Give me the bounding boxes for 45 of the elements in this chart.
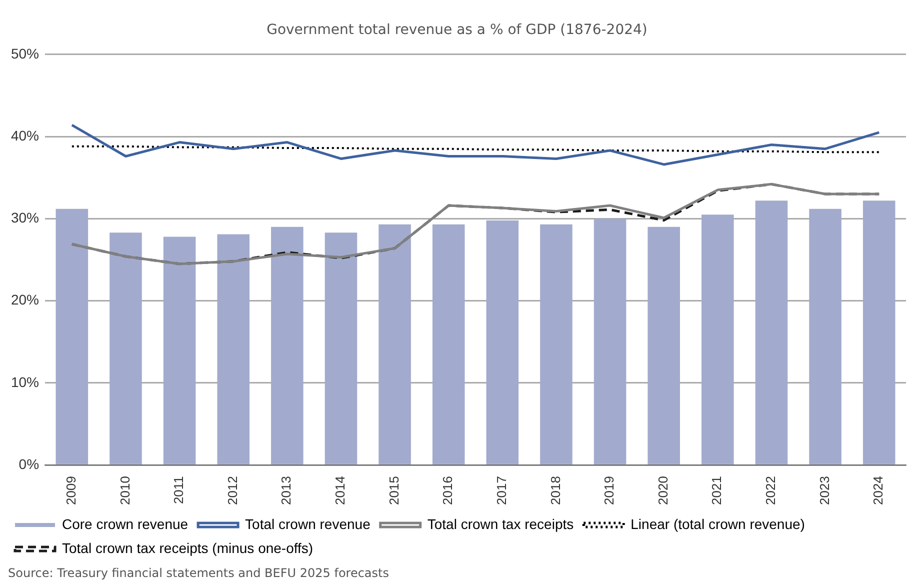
source-note: Source: Treasury financial statements and BEFU 2025 forecasts xyxy=(8,566,389,580)
bar xyxy=(432,224,465,464)
x-tick-label: 2015 xyxy=(386,476,402,505)
x-tick-label: 2013 xyxy=(278,476,294,505)
legend-label: Total crown revenue xyxy=(245,516,371,532)
x-tick-label: 2012 xyxy=(224,476,240,505)
bar xyxy=(217,234,250,464)
bar xyxy=(56,208,88,464)
bar xyxy=(809,208,842,464)
y-tick-label: 10% xyxy=(10,374,40,390)
chart-title: Government total revenue as a % of GDP (1876-2024) xyxy=(266,22,648,38)
bar xyxy=(648,226,680,464)
x-tick-label: 2021 xyxy=(709,476,724,505)
x-tick-label: 2018 xyxy=(548,476,563,505)
legend-label: Total crown tax receipts xyxy=(427,516,574,532)
legend-label: Total crown tax receipts (minus one-offs) xyxy=(62,540,314,556)
x-tick-label: 2017 xyxy=(494,476,509,505)
bar xyxy=(110,232,142,464)
bar xyxy=(486,220,519,464)
y-tick-label: 30% xyxy=(10,210,40,226)
x-tick-label: 2009 xyxy=(64,476,79,505)
bar xyxy=(324,232,358,464)
legend-label: Linear (total crown revenue) xyxy=(630,516,805,532)
bar xyxy=(862,200,896,464)
x-tick-label: 2022 xyxy=(763,476,778,505)
x-tick-label: 2023 xyxy=(816,476,832,505)
bar xyxy=(378,224,411,464)
x-tick-label: 2016 xyxy=(440,476,456,505)
x-tick-label: 2011 xyxy=(171,476,186,504)
legend-label: Core crown revenue xyxy=(62,516,188,532)
x-tick-label: 2010 xyxy=(117,476,132,505)
bar xyxy=(163,236,196,464)
y-tick-label: 50% xyxy=(10,45,40,62)
bar xyxy=(271,226,304,464)
y-tick-label: 20% xyxy=(10,292,40,308)
x-tick-label: 2014 xyxy=(332,476,348,505)
y-tick-label: 0% xyxy=(18,456,40,472)
x-tick-label: 2020 xyxy=(655,476,670,505)
bar xyxy=(540,224,572,464)
bar xyxy=(594,218,626,464)
bar xyxy=(702,214,734,464)
x-tick-label: 2019 xyxy=(602,476,617,505)
x-tick-label: 2024 xyxy=(870,476,886,505)
y-tick-label: 40% xyxy=(10,127,40,144)
bar xyxy=(755,200,788,464)
